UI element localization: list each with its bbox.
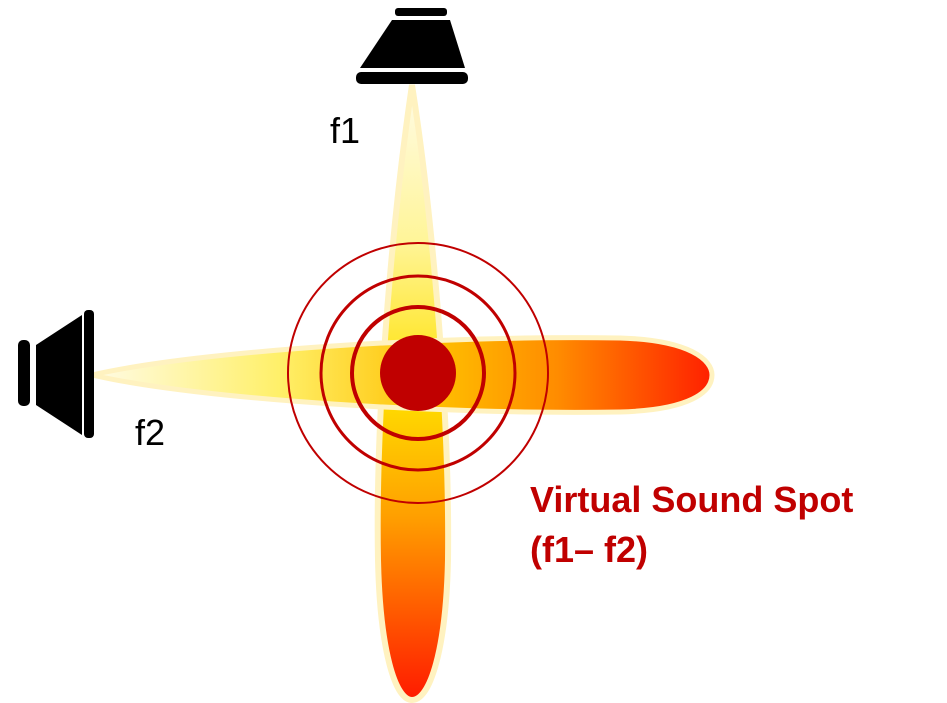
label-f1: f1	[330, 110, 360, 151]
ring-middle	[319, 274, 517, 472]
ring-outer	[287, 242, 549, 504]
spot-title: Virtual Sound Spot	[530, 479, 853, 520]
speaker-top	[356, 8, 468, 84]
label-f2: f2	[135, 412, 165, 453]
speaker-left	[18, 310, 94, 438]
spot-formula: (f1– f2)	[530, 529, 648, 570]
ring-inner	[350, 305, 486, 441]
spot-center	[380, 335, 456, 411]
